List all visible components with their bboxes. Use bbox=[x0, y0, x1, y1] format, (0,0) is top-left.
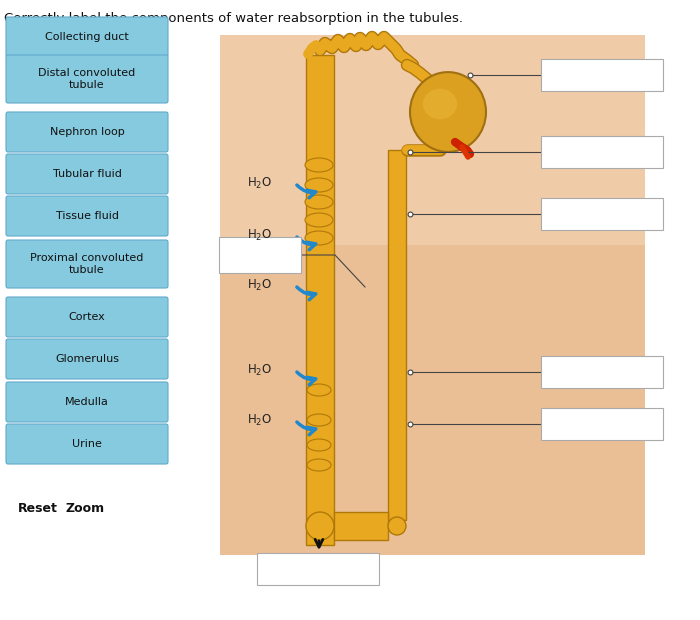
FancyBboxPatch shape bbox=[257, 553, 379, 585]
FancyBboxPatch shape bbox=[6, 297, 168, 337]
FancyBboxPatch shape bbox=[541, 356, 663, 388]
Text: Nephron loop: Nephron loop bbox=[50, 127, 125, 137]
Ellipse shape bbox=[423, 89, 457, 119]
Text: Tissue fluid: Tissue fluid bbox=[55, 211, 118, 221]
Ellipse shape bbox=[305, 158, 333, 172]
Bar bbox=[220, 35, 645, 555]
FancyBboxPatch shape bbox=[6, 240, 168, 288]
Text: Collecting duct: Collecting duct bbox=[45, 32, 129, 42]
Ellipse shape bbox=[307, 439, 331, 451]
Bar bbox=[306, 55, 334, 545]
Ellipse shape bbox=[307, 414, 331, 426]
Bar bbox=[388, 150, 406, 520]
Text: Cortex: Cortex bbox=[69, 312, 106, 322]
Text: Medulla: Medulla bbox=[65, 397, 109, 407]
FancyBboxPatch shape bbox=[6, 55, 168, 103]
FancyBboxPatch shape bbox=[541, 59, 663, 91]
FancyBboxPatch shape bbox=[219, 237, 301, 273]
FancyBboxPatch shape bbox=[6, 196, 168, 236]
FancyBboxPatch shape bbox=[6, 382, 168, 422]
Text: H$_2$O: H$_2$O bbox=[247, 228, 272, 242]
Ellipse shape bbox=[306, 512, 334, 540]
Ellipse shape bbox=[305, 195, 333, 209]
Text: H$_2$O: H$_2$O bbox=[247, 412, 272, 428]
Text: Distal convoluted
tubule: Distal convoluted tubule bbox=[38, 68, 136, 90]
Bar bbox=[220, 35, 645, 245]
Text: Tubular fluid: Tubular fluid bbox=[52, 169, 121, 179]
Ellipse shape bbox=[305, 213, 333, 227]
Text: H$_2$O: H$_2$O bbox=[247, 175, 272, 190]
Text: H$_2$O: H$_2$O bbox=[247, 363, 272, 378]
FancyBboxPatch shape bbox=[541, 408, 663, 440]
FancyBboxPatch shape bbox=[6, 154, 168, 194]
FancyBboxPatch shape bbox=[541, 198, 663, 230]
FancyBboxPatch shape bbox=[541, 136, 663, 168]
Ellipse shape bbox=[410, 72, 486, 152]
Text: H$_2$O: H$_2$O bbox=[247, 278, 272, 293]
Bar bbox=[334, 512, 388, 540]
Ellipse shape bbox=[305, 178, 333, 192]
Text: Proximal convoluted
tubule: Proximal convoluted tubule bbox=[30, 253, 143, 275]
Text: Urine: Urine bbox=[72, 439, 102, 449]
Text: Glomerulus: Glomerulus bbox=[55, 354, 119, 364]
FancyBboxPatch shape bbox=[6, 17, 168, 57]
Ellipse shape bbox=[305, 231, 333, 245]
Ellipse shape bbox=[307, 459, 331, 471]
Ellipse shape bbox=[388, 517, 406, 535]
Text: Zoom: Zoom bbox=[65, 502, 104, 515]
FancyBboxPatch shape bbox=[6, 112, 168, 152]
Text: Reset: Reset bbox=[18, 502, 58, 515]
FancyBboxPatch shape bbox=[6, 339, 168, 379]
Text: Correctly label the components of water reabsorption in the tubules.: Correctly label the components of water … bbox=[4, 12, 463, 25]
FancyBboxPatch shape bbox=[6, 424, 168, 464]
Ellipse shape bbox=[307, 384, 331, 396]
